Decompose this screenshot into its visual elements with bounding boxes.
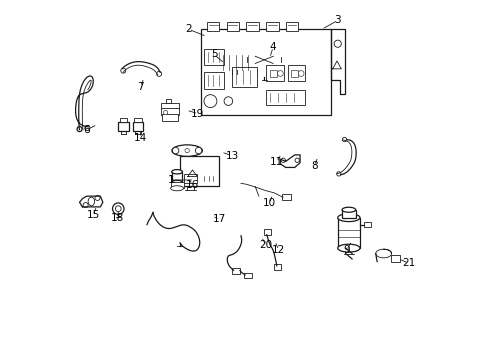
Bar [118, 122, 129, 131]
Bar [274, 264, 280, 270]
Circle shape [253, 49, 274, 71]
Bar [161, 108, 178, 116]
Circle shape [294, 158, 299, 162]
Ellipse shape [341, 207, 355, 212]
Ellipse shape [216, 55, 222, 69]
Circle shape [95, 195, 100, 201]
Ellipse shape [170, 186, 183, 191]
Text: 21: 21 [401, 258, 414, 268]
Bar [264, 229, 270, 234]
Bar [363, 222, 370, 227]
Text: 1: 1 [167, 175, 174, 185]
Circle shape [203, 95, 217, 108]
Bar [226, 22, 239, 31]
Bar [162, 114, 178, 121]
Ellipse shape [171, 180, 182, 185]
Ellipse shape [337, 214, 359, 222]
Text: 10: 10 [263, 198, 276, 208]
Text: 7: 7 [137, 82, 143, 92]
Ellipse shape [171, 145, 202, 156]
Circle shape [83, 203, 88, 208]
Bar [337, 218, 359, 248]
Text: 2: 2 [185, 24, 192, 35]
Ellipse shape [88, 197, 94, 206]
Bar [219, 55, 251, 69]
Bar [231, 267, 239, 274]
Ellipse shape [337, 244, 359, 252]
Text: 8: 8 [310, 161, 317, 171]
Bar [170, 182, 183, 188]
Circle shape [163, 111, 167, 115]
Text: 9: 9 [343, 245, 349, 255]
Bar [204, 72, 224, 89]
Bar [160, 103, 179, 109]
Circle shape [342, 137, 346, 141]
Bar [206, 22, 219, 31]
Text: 14: 14 [134, 133, 147, 143]
Bar [120, 118, 127, 122]
Text: 13: 13 [225, 150, 238, 161]
Circle shape [172, 147, 179, 154]
Bar [265, 90, 305, 105]
Text: 20: 20 [259, 240, 272, 250]
Bar [166, 99, 171, 103]
Circle shape [112, 203, 124, 215]
Text: 18: 18 [110, 213, 123, 222]
Text: 17: 17 [212, 215, 225, 224]
Text: 15: 15 [86, 210, 100, 220]
Circle shape [333, 40, 341, 47]
Ellipse shape [248, 55, 254, 69]
Bar [282, 194, 290, 201]
Bar [269, 69, 276, 77]
Text: 5: 5 [210, 49, 217, 59]
Bar [265, 65, 284, 81]
Bar [201, 30, 330, 116]
Bar [290, 69, 298, 77]
Circle shape [336, 172, 340, 176]
Bar [287, 65, 305, 81]
Text: 11: 11 [269, 157, 283, 167]
Bar [390, 255, 399, 262]
Circle shape [298, 71, 304, 76]
Text: 19: 19 [191, 109, 204, 119]
Bar [231, 67, 257, 87]
Bar [204, 49, 224, 65]
Text: 12: 12 [271, 245, 285, 255]
Bar [265, 22, 278, 31]
Circle shape [77, 127, 82, 132]
Bar [246, 22, 258, 31]
Bar [183, 174, 197, 183]
Circle shape [184, 148, 189, 153]
Circle shape [224, 97, 232, 105]
Circle shape [246, 42, 281, 77]
Circle shape [156, 71, 162, 76]
Bar [171, 172, 182, 183]
Bar [132, 122, 143, 131]
Bar [244, 273, 251, 278]
Circle shape [85, 126, 90, 131]
Ellipse shape [171, 170, 182, 174]
Text: 6: 6 [83, 125, 90, 135]
Circle shape [121, 68, 125, 73]
Bar [341, 210, 355, 218]
Circle shape [115, 206, 121, 212]
Circle shape [277, 71, 283, 76]
Bar [180, 156, 219, 186]
Circle shape [281, 158, 285, 162]
Bar [285, 22, 298, 31]
Bar [134, 118, 142, 122]
Circle shape [195, 147, 202, 154]
Text: 4: 4 [269, 42, 276, 52]
Text: 3: 3 [334, 15, 340, 26]
Text: 16: 16 [185, 180, 199, 190]
